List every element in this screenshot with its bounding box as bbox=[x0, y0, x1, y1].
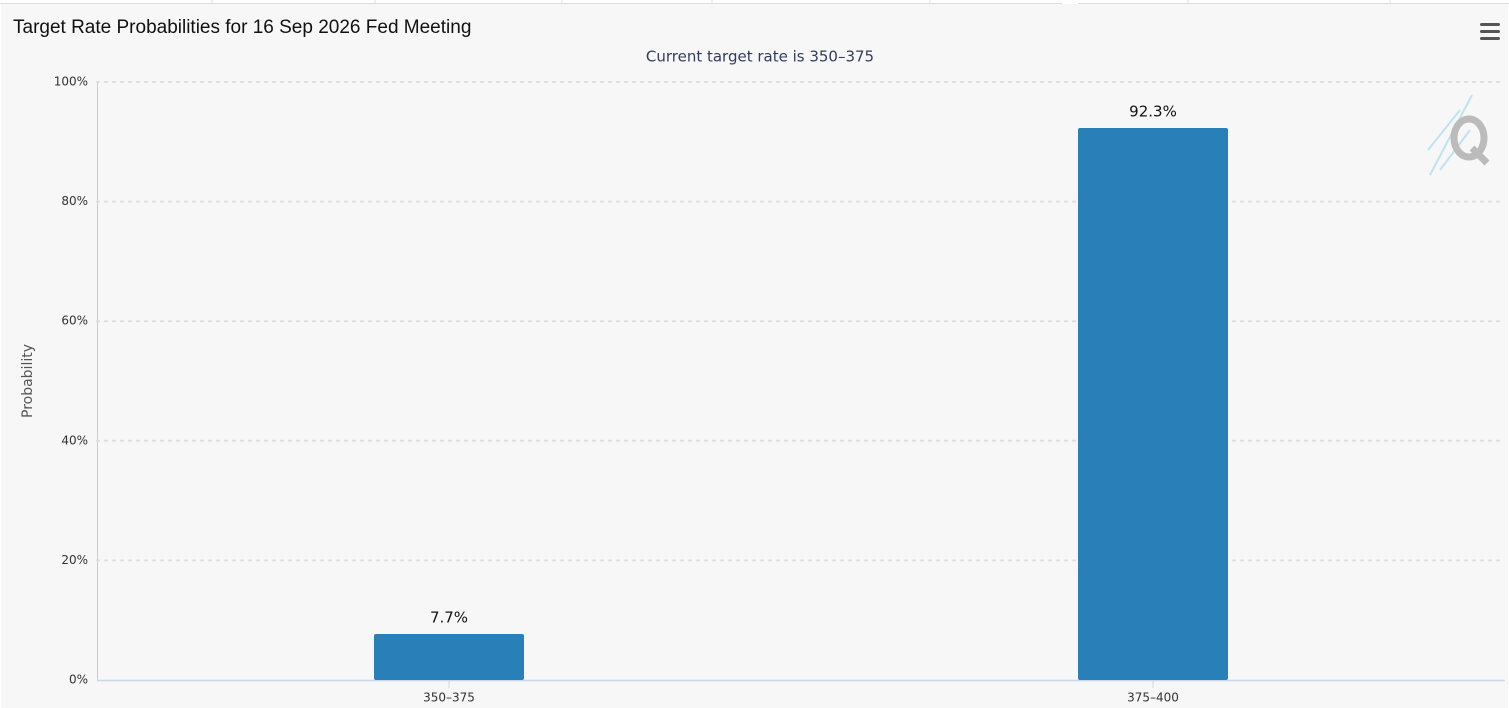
y-tick-label: 60% bbox=[61, 314, 88, 328]
x-tick-label: 375–400 bbox=[1127, 691, 1179, 705]
logo bbox=[1427, 94, 1490, 176]
y-tick-label: 20% bbox=[61, 553, 88, 567]
bar bbox=[374, 633, 524, 680]
y-tick-label: 0% bbox=[69, 673, 88, 687]
y-tick-label: 40% bbox=[61, 433, 88, 447]
top-tabs bbox=[0, 0, 1509, 4]
chart-subtitle: Current target rate is 350–375 bbox=[646, 48, 874, 66]
y-axis-label: Probability bbox=[20, 344, 36, 418]
chart-background bbox=[1, 4, 1508, 708]
menu-button[interactable] bbox=[1480, 23, 1500, 40]
data-label: 7.7% bbox=[430, 608, 468, 626]
data-label: 92.3% bbox=[1129, 103, 1177, 121]
y-tick-label: 100% bbox=[54, 75, 88, 89]
bar bbox=[1078, 128, 1228, 680]
chart-title: Target Rate Probabilities for 16 Sep 202… bbox=[13, 17, 471, 38]
x-tick-label: 350–375 bbox=[423, 691, 475, 705]
y-tick-label: 80% bbox=[61, 194, 88, 208]
